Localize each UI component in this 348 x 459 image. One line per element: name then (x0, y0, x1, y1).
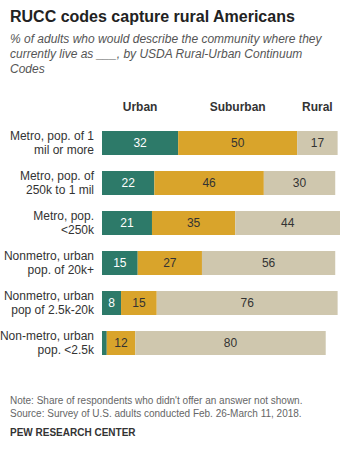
svg-text:80: 80 (224, 336, 238, 350)
html-text:Rural: Rural (302, 100, 333, 114)
html-text:RUCC codes capture rural Ameri: RUCC codes capture rural Americans (10, 8, 295, 25)
svg-text:46: 46 (202, 176, 216, 190)
svg-text:Metro, pop. of 1mil or more: Metro, pop. of 1mil or more (10, 129, 94, 157)
svg-text:30: 30 (293, 176, 307, 190)
svg-text:Nonmetro, urbanpop of 2.5k-20k: Nonmetro, urbanpop of 2.5k-20k (8, 289, 95, 317)
svg-text:44: 44 (281, 216, 295, 230)
svg-text:27: 27 (163, 256, 177, 270)
svg-text:21: 21 (120, 216, 134, 230)
svg-text:8: 8 (108, 296, 115, 310)
html-text:Suburban: Suburban (209, 100, 266, 114)
svg-text:Metro, pop. of250k to 1 mil: Metro, pop. of250k to 1 mil (20, 169, 95, 197)
svg-text:17: 17 (311, 136, 325, 150)
svg-text:12: 12 (114, 336, 128, 350)
html-text:Source: Survey of U.S. adults: Source: Survey of U.S. adults conducted … (10, 408, 302, 419)
html-text:PEW RESEARCH CENTER: PEW RESEARCH CENTER (10, 427, 136, 438)
html-text:% of adults who would describe: % of adults who would describe the commu… (10, 32, 322, 76)
html-text:Note: Share of respondents who: Note: Share of respondents who didn't of… (10, 395, 303, 406)
svg-text:15: 15 (113, 256, 127, 270)
svg-text:Nonmetro, urbanpop. of 20k+: Nonmetro, urbanpop. of 20k+ (8, 249, 94, 277)
svg-text:Metro, pop.<250k: Metro, pop.<250k (33, 209, 95, 237)
svg-text:76: 76 (241, 296, 255, 310)
html-text:Urban: Urban (122, 100, 158, 114)
svg-text:56: 56 (262, 256, 276, 270)
svg-text:22: 22 (122, 176, 136, 190)
svg-text:35: 35 (187, 216, 201, 230)
svg-text:32: 32 (133, 136, 147, 150)
svg-text:Non-metro, urbanpop. <2.5k: Non-metro, urbanpop. <2.5k (8, 329, 95, 357)
svg-text:15: 15 (132, 296, 146, 310)
svg-text:50: 50 (231, 136, 245, 150)
